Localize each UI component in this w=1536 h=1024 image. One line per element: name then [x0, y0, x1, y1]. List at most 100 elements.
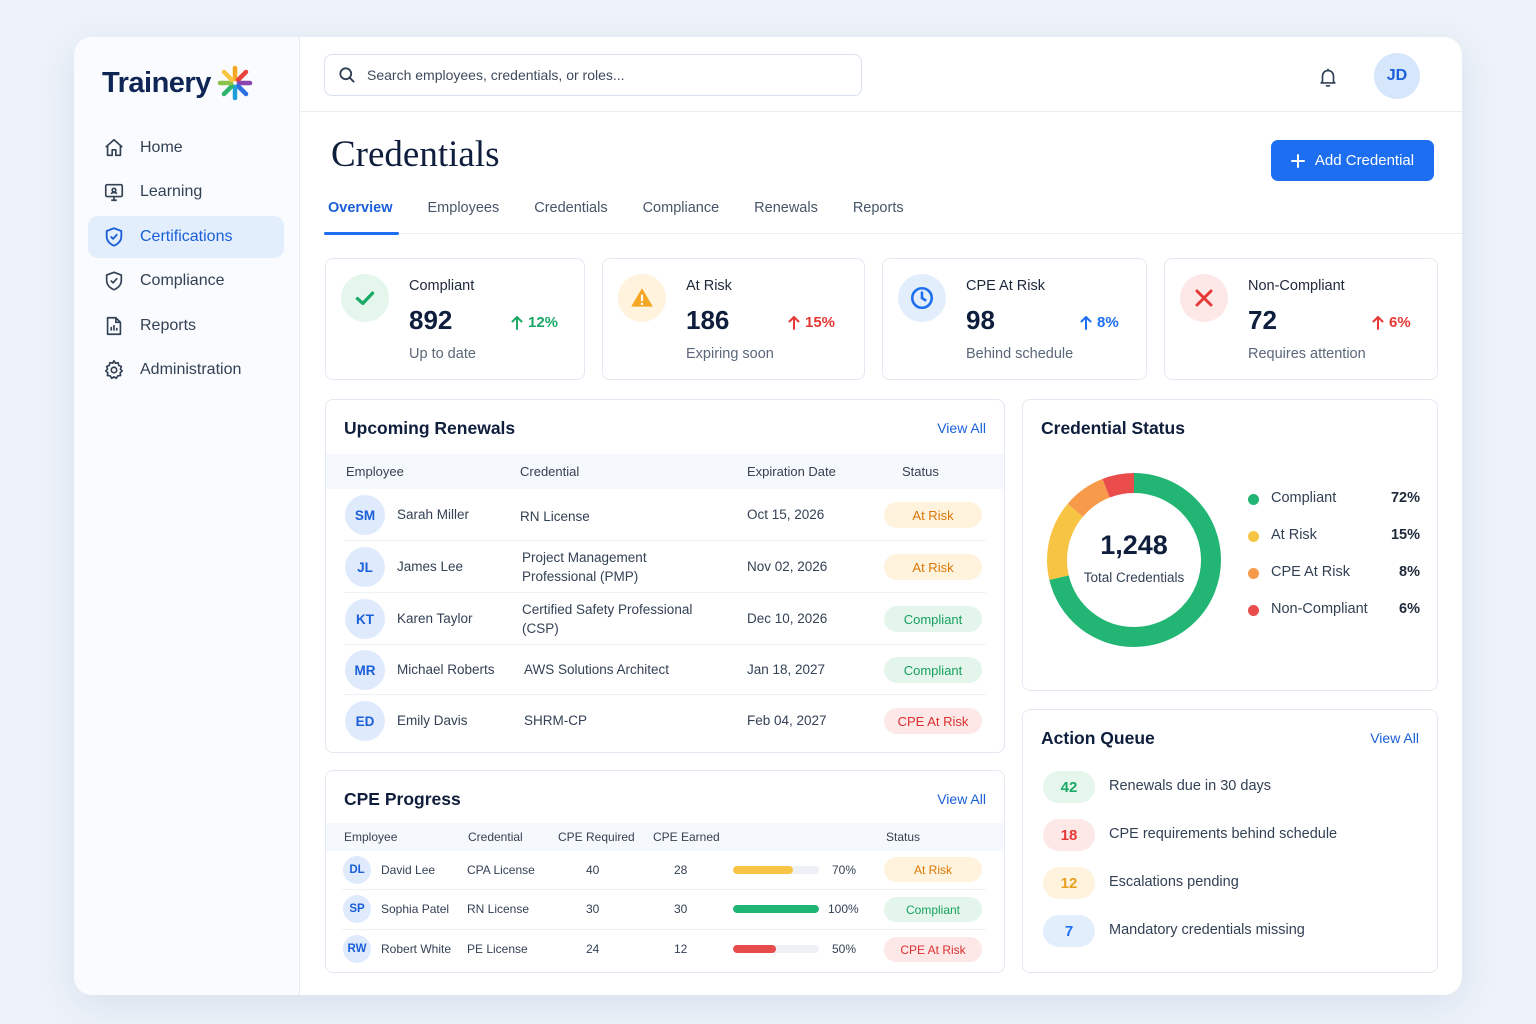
status-badge: CPE At Risk — [884, 937, 982, 962]
card-title: Action Queue — [1041, 728, 1155, 748]
kpi-card-compliant[interactable]: Compliant 892 12% Up to date — [325, 258, 585, 380]
table-row[interactable]: JL James Lee Project Management Professi… — [344, 541, 986, 593]
legend-dot — [1248, 605, 1259, 616]
legend-percent: 72% — [1390, 490, 1420, 506]
warning-icon — [618, 274, 666, 322]
legend-item-compliant: Compliant 72% — [1248, 488, 1420, 510]
sidebar-item-label: Home — [140, 139, 183, 156]
credential-name: AWS Solutions Architect — [524, 662, 670, 677]
tab-employees[interactable]: Employees — [427, 200, 500, 216]
action-count: 42 — [1043, 771, 1095, 803]
employee-name: Sophia Patel — [381, 902, 450, 916]
table-header: Employee Credential Expiration Date Stat… — [326, 454, 1004, 489]
cpe-required: 40 — [586, 863, 600, 877]
legend-label: Compliant — [1271, 490, 1337, 506]
table-row[interactable]: SP Sophia Patel RN License 30 30 100% Co… — [342, 890, 986, 930]
arrow-up-icon — [1372, 315, 1384, 330]
credential-name: RN License — [467, 902, 530, 916]
logo-text: Trainery — [102, 66, 211, 99]
expiration-date: Oct 15, 2026 — [747, 507, 825, 522]
table-body: DL David Lee CPA License 40 28 70% At Ri… — [326, 851, 1004, 972]
status-badge: At Risk — [884, 554, 982, 580]
donut-segment-non-compliant — [1047, 473, 1221, 647]
action-count: 12 — [1043, 867, 1095, 899]
kpi-label: CPE At Risk — [966, 278, 1045, 294]
sidebar-item-reports[interactable]: Reports — [88, 305, 284, 347]
column-header: Credential — [520, 464, 580, 479]
kpi-card-non-compliant[interactable]: Non-Compliant 72 6% Requires attention — [1164, 258, 1438, 380]
action-label: Mandatory credentials missing — [1109, 922, 1305, 938]
table-row[interactable]: ED Emily Davis SHRM-CP Feb 04, 2027 CPE … — [344, 695, 986, 747]
view-all-link[interactable]: View All — [937, 791, 986, 807]
progress-percent: 70% — [832, 863, 857, 877]
kpi-trend: 8% — [1080, 314, 1119, 331]
progress-fill — [733, 905, 819, 913]
kpi-card-at-risk[interactable]: At Risk 186 15% Expiring soon — [602, 258, 865, 380]
action-queue-card: Action Queue View All 42 Renewals due in… — [1022, 709, 1438, 973]
report-icon — [102, 314, 126, 338]
logo[interactable]: Trainery — [102, 65, 253, 101]
avatar: KT — [345, 599, 385, 639]
card-title: Upcoming Renewals — [344, 418, 516, 438]
sidebar-item-certifications[interactable]: Certifications — [88, 215, 284, 258]
view-all-link[interactable]: View All — [937, 420, 986, 436]
table-row[interactable]: DL David Lee CPA License 40 28 70% At Ri… — [342, 851, 986, 890]
user-avatar[interactable]: JD — [1374, 53, 1420, 99]
add-credential-button[interactable]: Add Credential — [1271, 140, 1434, 181]
employee-name: David Lee — [381, 863, 436, 877]
shield-icon — [102, 269, 126, 293]
employee-name: James Lee — [397, 559, 464, 574]
legend-item-cpe-at-risk: CPE At Risk 8% — [1248, 562, 1420, 584]
donut-chart — [1047, 473, 1221, 647]
upcoming-renewals-card: Upcoming Renewals View All Employee Cred… — [325, 399, 1005, 753]
expiration-date: Dec 10, 2026 — [747, 611, 828, 626]
progress-bar — [733, 905, 819, 913]
legend-dot — [1248, 568, 1259, 579]
arrow-up-icon — [788, 315, 800, 330]
employee-name: Michael Roberts — [397, 662, 495, 677]
sidebar: Trainery Home — [74, 37, 300, 995]
status-badge: At Risk — [884, 857, 982, 882]
credential-name: Certified Safety Professional (CSP) — [522, 602, 693, 636]
table-row[interactable]: KT Karen Taylor Certified Safety Profess… — [344, 593, 986, 645]
arrow-up-icon — [511, 315, 523, 330]
donut-total: 1,248 — [1100, 530, 1168, 560]
sidebar-item-administration[interactable]: Administration — [88, 349, 284, 391]
kpi-card-cpe-at-risk[interactable]: CPE At Risk 98 8% Behind schedule — [882, 258, 1147, 380]
table-row[interactable]: MR Michael Roberts AWS Solutions Archite… — [344, 645, 986, 695]
kpi-trend-value: 8% — [1097, 314, 1119, 331]
check-icon — [341, 274, 389, 322]
action-item[interactable]: 12 Escalations pending — [1043, 867, 1423, 901]
card-title: Credential Status — [1041, 418, 1185, 438]
search-box[interactable] — [324, 54, 862, 96]
action-item[interactable]: 18 CPE requirements behind schedule — [1043, 819, 1423, 853]
view-all-link[interactable]: View All — [1370, 730, 1419, 746]
sidebar-item-home[interactable]: Home — [88, 127, 284, 169]
kpi-label: At Risk — [686, 278, 732, 294]
tab-compliance[interactable]: Compliance — [642, 200, 720, 216]
sidebar-item-compliance[interactable]: Compliance — [88, 260, 284, 302]
table-row[interactable]: SM Sarah Miller RN License Oct 15, 2026 … — [344, 489, 986, 541]
table-row[interactable]: RW Robert White PE License 24 12 50% CPE… — [342, 930, 986, 970]
progress-fill — [733, 945, 776, 953]
bell-icon[interactable] — [1317, 65, 1339, 89]
progress-bar — [733, 866, 819, 874]
tab-renewals[interactable]: Renewals — [754, 200, 818, 216]
action-item[interactable]: 7 Mandatory credentials missing — [1043, 915, 1423, 949]
expiration-date: Jan 18, 2027 — [747, 662, 826, 677]
tab-credentials[interactable]: Credentials — [534, 200, 608, 216]
column-header: CPE Required — [558, 830, 635, 844]
tab-overview[interactable]: Overview — [324, 195, 398, 235]
action-item[interactable]: 42 Renewals due in 30 days — [1043, 771, 1423, 805]
tab-reports[interactable]: Reports — [852, 200, 904, 216]
legend-dot — [1248, 531, 1259, 542]
sidebar-item-learning[interactable]: Learning — [88, 171, 284, 213]
column-header: Status — [902, 464, 939, 479]
kpi-label: Non-Compliant — [1248, 278, 1345, 294]
search-input[interactable] — [367, 67, 847, 83]
action-count: 7 — [1043, 915, 1095, 947]
kpi-value: 72 — [1248, 305, 1277, 335]
tab-bar: Overview Employees Credentials Complianc… — [324, 195, 1462, 235]
credential-name: SHRM-CP — [524, 713, 587, 728]
avatar: JL — [345, 547, 385, 587]
